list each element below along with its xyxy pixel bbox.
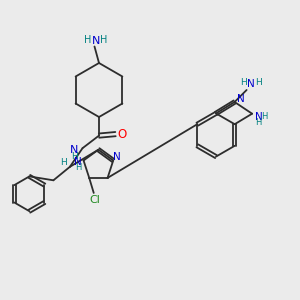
Text: H: H: [256, 118, 262, 127]
Text: N: N: [255, 112, 262, 122]
Text: N: N: [92, 36, 100, 46]
Text: N: N: [74, 157, 82, 167]
Text: Cl: Cl: [90, 194, 101, 205]
Text: H: H: [255, 78, 262, 87]
Text: H: H: [60, 158, 67, 167]
Text: N: N: [237, 94, 244, 104]
Text: H: H: [75, 164, 81, 172]
Text: H: H: [84, 35, 92, 45]
Text: H: H: [100, 35, 107, 45]
Text: N: N: [70, 145, 78, 155]
Text: H: H: [240, 78, 247, 87]
Text: H: H: [261, 112, 267, 121]
Text: H: H: [71, 152, 77, 161]
Text: O: O: [118, 128, 127, 141]
Text: N: N: [113, 152, 121, 163]
Text: N: N: [247, 79, 255, 89]
